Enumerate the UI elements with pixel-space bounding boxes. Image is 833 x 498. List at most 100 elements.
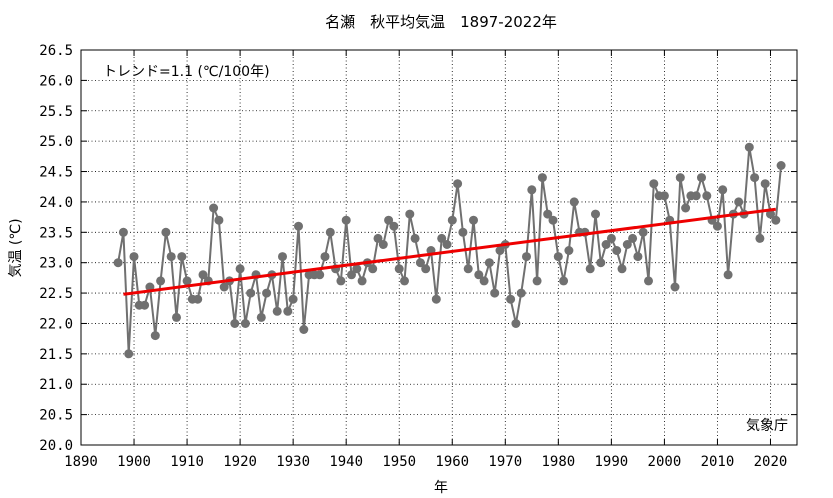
data-point <box>384 215 394 225</box>
data-point <box>341 215 351 225</box>
plot-area <box>81 50 797 445</box>
x-tick-label: 1950 <box>382 454 416 470</box>
data-point <box>532 276 542 286</box>
data-point <box>691 191 701 201</box>
data-point <box>442 240 452 249</box>
data-point <box>553 252 563 262</box>
y-tick-label: 24.5 <box>39 165 73 181</box>
data-point <box>718 185 728 195</box>
data-point <box>288 294 298 304</box>
data-point <box>150 331 160 341</box>
y-tick-label: 22.5 <box>39 286 73 302</box>
data-point <box>272 306 282 316</box>
data-point <box>437 233 447 243</box>
data-point <box>697 173 706 183</box>
x-tick-label: 1990 <box>595 454 629 470</box>
data-point <box>569 197 579 207</box>
data-point <box>124 349 134 359</box>
data-point <box>209 203 219 213</box>
data-point <box>368 264 378 274</box>
data-point <box>484 258 494 268</box>
y-tick-label: 25.0 <box>39 134 73 150</box>
data-point <box>246 288 256 298</box>
data-point <box>527 185 537 195</box>
data-point <box>750 173 760 183</box>
data-point <box>193 294 203 304</box>
data-point <box>283 306 293 316</box>
data-point <box>405 209 415 219</box>
data-point <box>511 319 521 328</box>
data-point <box>495 246 505 255</box>
data-point <box>453 179 463 189</box>
y-tick-label: 23.0 <box>39 256 73 272</box>
y-tick-label: 23.5 <box>39 225 73 241</box>
data-point <box>622 240 632 249</box>
data-point <box>352 264 362 274</box>
data-point <box>755 233 765 243</box>
data-point <box>644 276 653 286</box>
y-tick-label: 25.5 <box>39 104 73 120</box>
data-point <box>198 270 208 280</box>
data-point <box>129 252 139 262</box>
x-axis-label: 年 <box>434 480 448 496</box>
y-tick-label: 26.5 <box>39 43 73 59</box>
data-point <box>601 240 611 249</box>
data-point <box>463 264 473 274</box>
x-tick-label: 1920 <box>223 454 257 470</box>
data-point <box>670 282 680 292</box>
data-point <box>394 264 404 274</box>
x-axis: 1890 1900 1910 1920 1930 1940 1950 1960 1970 1980… <box>64 50 787 470</box>
data-point <box>240 319 250 328</box>
data-point <box>712 221 722 231</box>
data-point <box>415 258 425 268</box>
data-point <box>522 252 531 262</box>
data-point <box>278 252 287 262</box>
data-point <box>628 233 638 243</box>
data-point <box>606 233 616 243</box>
data-point <box>410 233 420 243</box>
data-point <box>262 288 272 298</box>
data-point <box>734 197 744 207</box>
data-point <box>214 215 224 225</box>
data-point <box>156 276 166 286</box>
data-point <box>479 276 489 286</box>
data-point <box>766 209 775 219</box>
data-point <box>675 173 685 183</box>
trend-line <box>123 207 776 296</box>
data-point <box>172 312 181 322</box>
x-tick-label: 2010 <box>701 454 735 470</box>
data-point <box>347 270 356 280</box>
data-point <box>256 312 266 322</box>
data-point <box>564 246 574 255</box>
data-point <box>235 264 245 274</box>
data-point <box>299 325 309 334</box>
data-point <box>182 276 192 286</box>
series-temperature <box>113 142 786 359</box>
data-point <box>230 319 240 328</box>
data-point <box>378 240 388 249</box>
data-point <box>559 276 569 286</box>
x-tick-label: 1970 <box>488 454 522 470</box>
data-point <box>506 294 516 304</box>
data-point <box>649 179 659 189</box>
y-tick-label: 20.5 <box>39 408 73 424</box>
data-point <box>612 246 622 255</box>
x-tick-label: 1890 <box>64 454 98 470</box>
data-point <box>166 252 176 262</box>
trend-annotation: トレンド=1.1 (℃/100年) <box>103 64 270 80</box>
data-point <box>325 227 335 237</box>
trend-line-group <box>123 207 776 296</box>
data-point <box>177 252 187 262</box>
grid <box>81 50 797 445</box>
data-point <box>458 227 468 237</box>
y-tick-label: 22.0 <box>39 316 73 332</box>
x-tick-label: 1980 <box>541 454 575 470</box>
data-point <box>659 191 669 201</box>
y-tick-label: 21.5 <box>39 347 73 363</box>
data-point <box>474 270 484 280</box>
x-tick-label: 1930 <box>276 454 310 470</box>
data-point <box>744 142 754 152</box>
x-tick-label: 2020 <box>754 454 788 470</box>
data-point <box>320 252 330 262</box>
